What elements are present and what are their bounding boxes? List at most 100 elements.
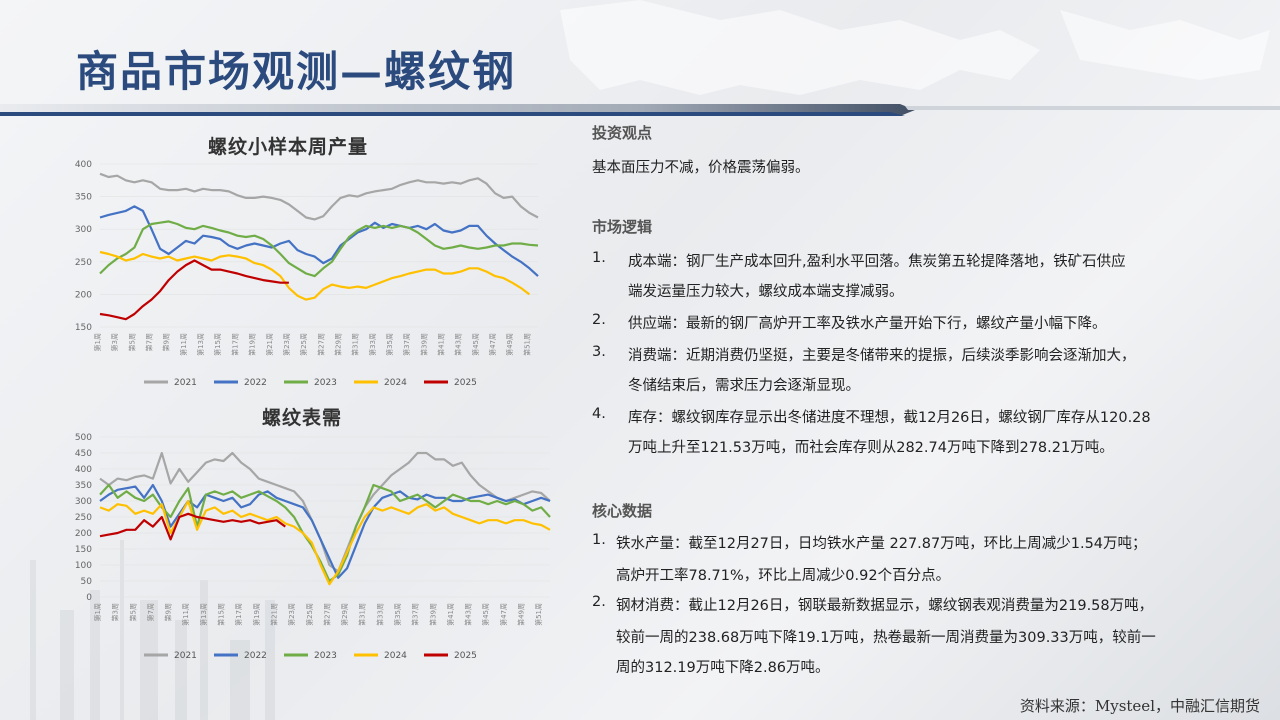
logic-line: 端发运量压力较大，螺纹成本端支撑减弱。 [628,284,904,300]
y-tick-label: 500 [75,433,92,443]
x-tick-label: 第43周 [464,603,473,626]
logic-line: 万吨上升至121.53万吨，而社会库存则从282.74万吨下降到278.21万吨… [628,440,1114,456]
core-line: 高炉开工率78.71%，环比上周减少0.92个百分点。 [616,568,951,584]
y-tick-label: 350 [75,193,92,203]
x-tick-label: 第45周 [481,603,490,626]
y-tick-label: 300 [75,225,92,235]
x-tick-label: 第1周 [93,333,102,351]
x-tick-label: 第25周 [299,333,308,356]
legend-label-2022: 2022 [244,378,267,388]
series-line-2022 [99,205,539,277]
x-tick-label: 第27周 [316,333,325,356]
logic-line: 成本端：钢厂生产成本回升,盈利水平回落。焦炭第五轮提降落地，铁矿石供应 [628,254,1126,270]
x-tick-label: 第7周 [146,603,155,621]
logic-num: 4. [592,406,606,422]
x-tick-label: 第21周 [265,333,274,356]
legend-label-2024: 2024 [384,378,407,388]
logic-num: 1. [592,250,606,266]
series-line-2025 [99,259,289,321]
x-tick-label: 第37周 [402,333,411,356]
core-line: 铁水产量：截至12月27日，日均铁水产量 227.87万吨，环比上周减少1.54… [616,536,1147,552]
legend-label-2023: 2023 [314,378,337,388]
x-tick-label: 第5周 [128,603,137,621]
x-tick-label: 第11周 [179,333,188,356]
x-tick-label: 第9周 [164,603,173,621]
x-tick-label: 第51周 [534,603,543,626]
y-tick-label: 300 [75,497,92,507]
legend-label-2024: 2024 [384,651,407,661]
x-tick-label: 第41周 [446,603,455,626]
legend-label-2022: 2022 [244,651,267,661]
series-line-2021 [99,451,551,573]
logic-line: 消费端：近期消费仍坚挺，主要是冬储带来的提振，后续淡季影响会逐渐加大， [628,348,1136,364]
x-tick-label: 第27周 [322,603,331,626]
x-tick-label: 第45周 [471,333,480,356]
core-line: 钢材消费：截止12月26日，钢联最新数据显示，螺纹钢表观消费量为219.58万吨… [616,598,1154,614]
series-line-2025 [99,512,286,541]
series-line-2024 [99,250,531,301]
core-line: 较前一周的238.68万吨下降19.1万吨，热卷最新一周消费量为309.33万吨… [616,630,1156,646]
logic-heading: 市场逻辑 [592,218,653,236]
chart2-title: 螺纹表需 [262,407,343,429]
y-tick-label: 0 [86,593,92,603]
x-tick-label: 第33周 [375,603,384,626]
x-tick-label: 第47周 [499,603,508,626]
x-tick-label: 第37周 [411,603,420,626]
x-tick-label: 第49周 [517,603,526,626]
core-num: 2. [592,594,606,610]
chart1-title: 螺纹小样本周产量 [208,136,369,158]
logic-line: 供应端：最新的钢厂高炉开工率及铁水产量开始下行，螺纹产量小幅下降。 [628,316,1107,332]
y-tick-label: 400 [75,465,92,475]
legend-label-2025: 2025 [454,378,477,388]
x-tick-label: 第31周 [351,333,360,356]
x-tick-label: 第51周 [522,333,531,356]
x-tick-label: 第3周 [110,333,119,351]
page-title: 商品市场观测—螺纹钢 [76,47,517,96]
legend-label-2025: 2025 [454,651,477,661]
logic-line: 库存：螺纹钢库存显示出冬储进度不理想，截12月26日，螺纹钢厂库存从120.28 [628,410,1151,426]
x-tick-label: 第7周 [145,333,154,351]
y-tick-label: 450 [75,449,92,459]
y-tick-label: 350 [75,481,92,491]
x-tick-label: 第29周 [340,603,349,626]
x-tick-label: 第31周 [358,603,367,626]
y-tick-label: 150 [75,323,92,333]
series-line-2022 [99,483,551,579]
core-heading: 核心数据 [592,502,653,520]
legend-label-2021: 2021 [174,651,197,661]
x-tick-label: 第21周 [269,603,278,626]
source-note: 资料来源：Mysteel，中融汇信期货 [1019,697,1260,715]
logic-num: 2. [592,312,606,328]
legend-label-2023: 2023 [314,651,337,661]
x-tick-label: 第35周 [385,333,394,356]
y-tick-label: 50 [81,577,93,587]
logic-line: 冬储结束后，需求压力会逐渐显现。 [628,378,860,394]
x-tick-label: 第41周 [437,333,446,356]
x-tick-label: 第13周 [196,333,205,356]
x-tick-label: 第25周 [305,603,314,626]
x-tick-label: 第5周 [127,333,136,351]
chart-apparent-demand: 050100150200250300350400450500第1周 第3周 第5周第… [75,433,551,661]
x-tick-label: 第11周 [181,603,190,626]
x-tick-label: 第17周 [234,603,243,626]
header-band [0,104,1280,116]
x-tick-label: 第17周 [230,333,239,356]
y-tick-label: 250 [75,513,92,523]
series-line-2023 [99,220,539,278]
x-tick-label: 第13周 [199,603,208,626]
core-num: 1. [592,532,606,548]
x-tick-label: 第3周 [111,603,120,621]
x-tick-label: 第19周 [252,603,261,626]
series-line-2021 [99,172,539,221]
x-tick-label: 第15周 [217,603,226,626]
x-tick-label: 第23周 [287,603,296,626]
x-tick-label: 第35周 [393,603,402,626]
x-tick-label: 第9周 [162,333,171,351]
y-tick-label: 250 [75,258,92,268]
x-tick-label: 第47周 [488,333,497,356]
x-tick-label: 第43周 [454,333,463,356]
x-tick-label: 第23周 [282,333,291,356]
legend-label-2021: 2021 [174,378,197,388]
x-tick-label: 第49周 [505,333,514,356]
y-tick-label: 150 [75,545,92,555]
